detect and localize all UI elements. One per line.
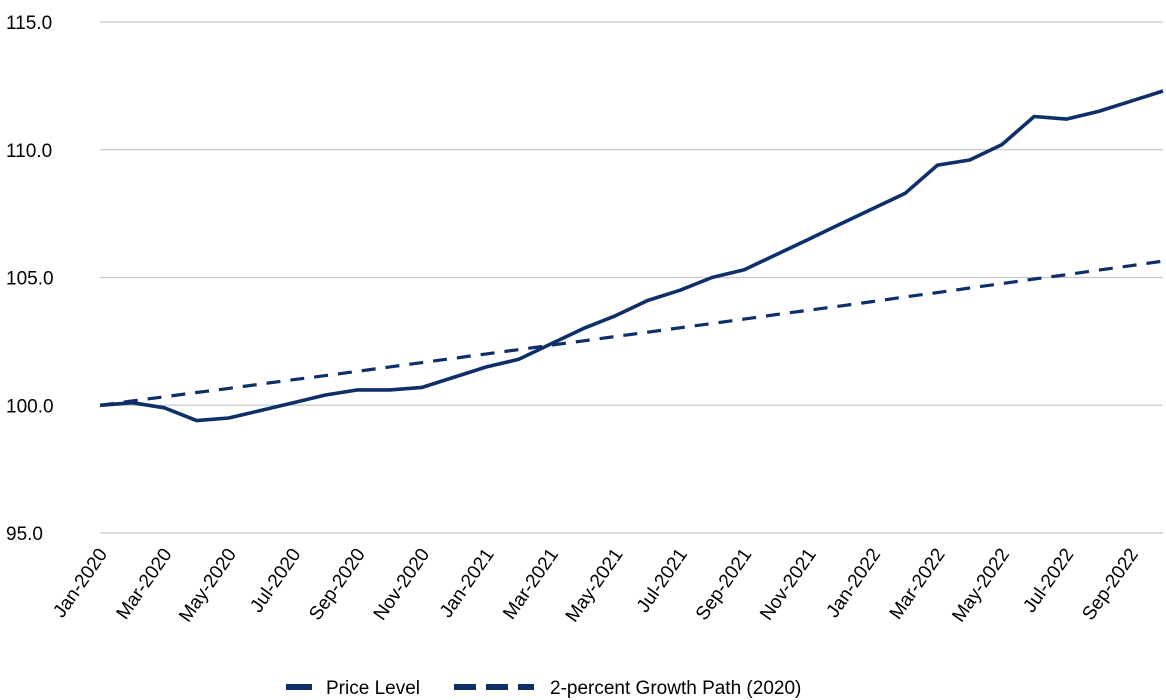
x-tick-label: May-2021: [562, 545, 628, 626]
gridlines: [100, 21, 1163, 534]
legend-item-1: Price Level: [286, 678, 420, 699]
series-line-1: [99, 89, 1164, 423]
legend-label: Price Level: [326, 678, 420, 699]
y-tick-label: 115.0: [6, 13, 52, 34]
x-tick-label: May-2022: [948, 545, 1014, 626]
x-tick-label: Jan-2022: [823, 545, 886, 622]
y-tick-label: 100.0: [6, 396, 54, 417]
x-tick-label: Sep-2022: [1078, 545, 1142, 625]
series-layer: [99, 89, 1164, 423]
legend-item-2: 2-percent Growth Path (2020): [454, 678, 801, 699]
x-tick-label: Mar-2020: [113, 545, 177, 624]
x-tick-label: Jan-2020: [49, 545, 112, 622]
x-tick-label: Jul-2022: [1019, 545, 1078, 617]
x-tick-label: Jul-2021: [633, 545, 692, 617]
y-tick-label: 95.0: [6, 524, 43, 545]
legend: Price Level 2-percent Growth Path (2020): [286, 678, 801, 699]
x-tick-label: Nov-2020: [370, 545, 434, 625]
x-tick-label: Mar-2022: [886, 545, 950, 624]
x-tick-label: Sep-2020: [305, 545, 369, 625]
y-tick-label: 110.0: [6, 141, 52, 162]
x-tick-label: May-2020: [175, 545, 241, 626]
series-line-2: [99, 259, 1164, 407]
x-tick-label: Jan-2021: [436, 545, 499, 622]
legend-label: 2-percent Growth Path (2020): [550, 678, 801, 699]
x-tick-label: Mar-2021: [499, 545, 563, 624]
y-tick-label: 105.0: [6, 269, 54, 290]
x-tick-label: Jul-2020: [246, 545, 305, 617]
x-tick-label: Sep-2021: [692, 545, 756, 625]
x-tick-label: Nov-2021: [756, 545, 820, 625]
y-axis-tick-labels: 95.0 100.0 105.0 110.0 115.0: [6, 13, 54, 545]
